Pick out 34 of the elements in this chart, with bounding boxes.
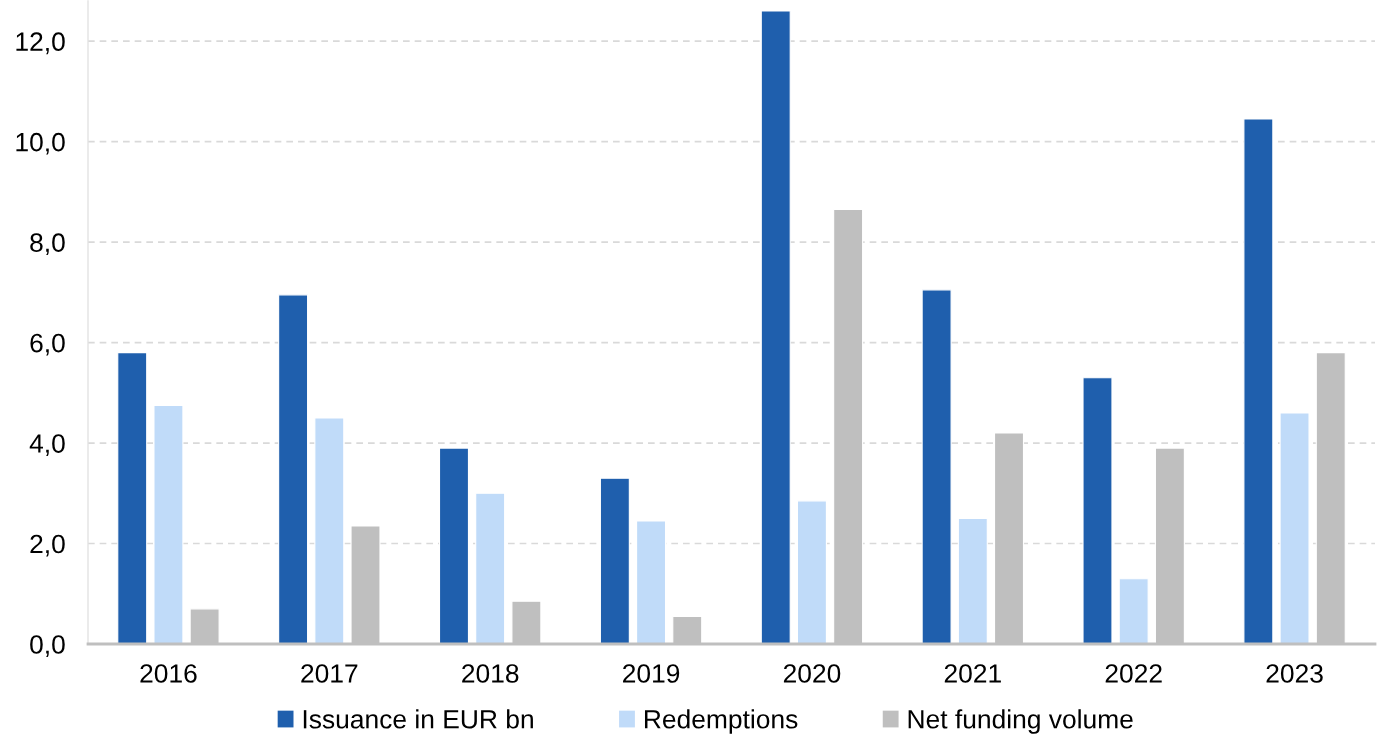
- bar: [117, 352, 148, 644]
- x-tick-label: 2018: [462, 664, 519, 683]
- x-tick-label: 2017: [301, 664, 358, 683]
- y-tick-label: 4,0: [29, 434, 65, 456]
- bar: [475, 492, 506, 644]
- x-tick-label: 2023: [1266, 664, 1323, 683]
- bar: [1082, 377, 1113, 644]
- x-tick-label: 2016: [140, 664, 197, 683]
- bar: [314, 417, 345, 644]
- bar: [1118, 578, 1149, 644]
- y-tick-label: 8,0: [30, 233, 65, 256]
- bar: [278, 294, 309, 644]
- y-tick-label: 12,0: [16, 32, 65, 55]
- y-tick-label: 2,0: [30, 534, 65, 557]
- bar: [438, 447, 470, 644]
- y-tick-label: 0,0: [30, 635, 65, 657]
- x-tick-label: 2019: [623, 664, 680, 683]
- bar: [1243, 118, 1274, 644]
- bar: [636, 520, 667, 644]
- y-tick-label: 10,0: [16, 132, 65, 155]
- x-tick-label: 2022: [1105, 664, 1162, 683]
- bar: [599, 477, 630, 644]
- bar: [1279, 412, 1310, 644]
- bar: [957, 517, 988, 644]
- x-tick-label: 2020: [783, 664, 841, 683]
- legend-label: Redemptions: [644, 709, 798, 734]
- x-tick-label: 2021: [944, 664, 1001, 683]
- bar: [796, 500, 827, 644]
- legend-label: Net funding volume: [908, 709, 1133, 734]
- bar: [760, 10, 791, 644]
- bar: [921, 289, 952, 644]
- legend-label: Issuance in EUR bn: [303, 709, 533, 729]
- bar: [153, 404, 184, 644]
- y-tick-label: 6,0: [30, 333, 65, 356]
